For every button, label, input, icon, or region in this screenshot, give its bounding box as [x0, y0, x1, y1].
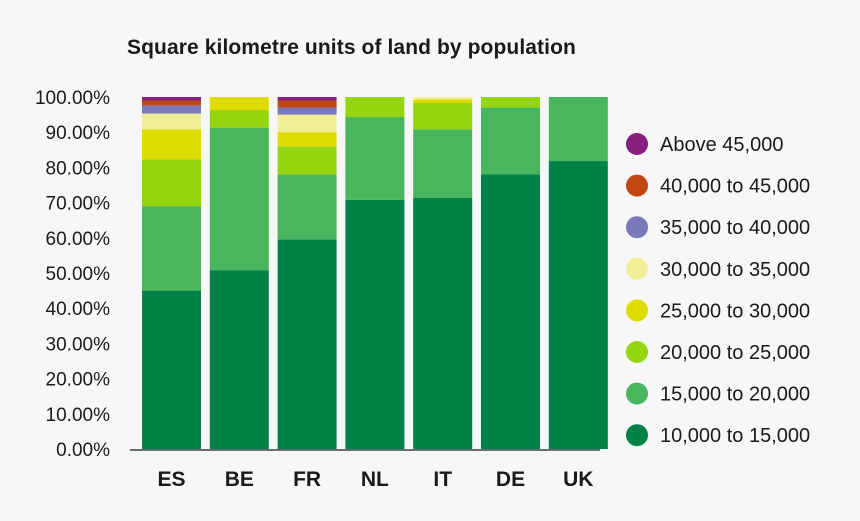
legend-label: 40,000 to 45,000	[660, 176, 810, 198]
bar-segment	[277, 132, 337, 147]
bar-segment	[142, 113, 201, 130]
legend-item: 10,000 to 15,000	[626, 424, 810, 447]
legend-label: 15,000 to 20,000	[660, 384, 810, 406]
legend-swatch	[626, 174, 648, 197]
bar-segment	[345, 97, 405, 118]
legend-item: 35,000 to 40,000	[626, 216, 810, 239]
bar-segment	[548, 97, 608, 162]
bar-segment	[481, 174, 540, 449]
y-axis: 0.00% 10.00% 20.00% 30.00% 40.00% 50.00% 60.00…	[35, 88, 110, 461]
bar-stack-be	[209, 97, 269, 449]
legend-swatch	[626, 299, 648, 322]
legend-label: Above 45,000	[660, 134, 783, 156]
y-tick-label: 20.00%	[46, 370, 111, 391]
x-tick-label: NL	[361, 468, 389, 491]
legend-label: 35,000 to 40,000	[660, 217, 810, 239]
x-tick-label: DE	[496, 468, 525, 491]
x-axis: ES BE FR NL IT DE UK	[157, 468, 593, 491]
bar-segment	[277, 239, 337, 449]
legend-swatch	[626, 257, 648, 280]
bar-segment	[142, 100, 201, 106]
bar-stack-de	[481, 97, 540, 449]
bar-stack-nl	[345, 97, 405, 449]
bar-segment	[481, 107, 540, 175]
bar-segment	[142, 97, 201, 101]
bar-segment	[209, 270, 269, 449]
bar-segment	[413, 97, 473, 100]
y-tick-label: 100.00%	[35, 88, 110, 109]
legend-label: 10,000 to 15,000	[660, 425, 810, 447]
bar-segment	[277, 107, 337, 115]
legend-item: 40,000 to 45,000	[626, 174, 810, 198]
bar-stack-uk	[548, 97, 608, 449]
bar-segment	[142, 206, 201, 291]
y-tick-label: 70.00%	[46, 194, 111, 215]
bar-segment	[345, 199, 405, 449]
legend-swatch	[626, 382, 648, 405]
legend: Above 45,000 40,000 to 45,000 35,000 to 40…	[626, 133, 810, 447]
legend-label: 25,000 to 30,000	[660, 300, 810, 322]
bar-segment	[209, 110, 269, 128]
bar-segment	[277, 174, 337, 240]
legend-swatch	[626, 424, 648, 447]
legend-label: 30,000 to 35,000	[660, 259, 810, 281]
bar-segment	[277, 97, 337, 101]
y-tick-label: 10.00%	[46, 405, 111, 426]
legend-label: 20,000 to 25,000	[660, 342, 810, 364]
y-tick-label: 80.00%	[46, 158, 111, 179]
y-tick-label: 30.00%	[46, 334, 111, 355]
chart-title: Square kilometre units of land by popula…	[127, 36, 576, 59]
y-tick-label: 90.00%	[46, 123, 111, 144]
bar-segment	[142, 129, 201, 160]
bar-segment	[413, 129, 473, 199]
bar-segment	[413, 99, 473, 103]
bar-segment	[142, 159, 201, 207]
x-tick-label: UK	[563, 468, 593, 491]
bar-segment	[142, 105, 201, 114]
bar-segment	[277, 146, 337, 175]
y-tick-label: 40.00%	[46, 299, 111, 320]
bar-segment	[413, 198, 473, 449]
bar-stack-es	[142, 97, 201, 449]
bar-segment	[345, 117, 405, 200]
x-tick-label: BE	[225, 468, 254, 491]
bars	[142, 97, 608, 449]
legend-swatch	[626, 216, 648, 239]
x-tick-label: FR	[293, 468, 321, 491]
legend-item: Above 45,000	[626, 133, 783, 156]
legend-swatch	[626, 133, 648, 155]
bar-segment	[209, 97, 269, 111]
bar-segment	[277, 100, 337, 108]
bar-segment	[209, 127, 269, 271]
legend-item: 30,000 to 35,000	[626, 257, 810, 281]
legend-item: 25,000 to 30,000	[626, 299, 810, 322]
bar-stack-it	[413, 97, 473, 449]
bar-segment	[277, 114, 337, 133]
x-tick-label: ES	[157, 468, 185, 491]
y-tick-label: 60.00%	[46, 229, 111, 250]
bar-stack-fr	[277, 97, 337, 449]
y-tick-label: 0.00%	[56, 440, 110, 461]
bar-segment	[481, 97, 540, 108]
y-tick-label: 50.00%	[46, 264, 111, 285]
bar-segment	[548, 161, 608, 449]
bar-segment	[142, 290, 201, 449]
legend-item: 15,000 to 20,000	[626, 382, 810, 406]
x-tick-label: IT	[433, 468, 452, 491]
legend-item: 20,000 to 25,000	[626, 341, 810, 364]
bar-segment	[413, 102, 473, 130]
legend-swatch	[626, 341, 648, 363]
